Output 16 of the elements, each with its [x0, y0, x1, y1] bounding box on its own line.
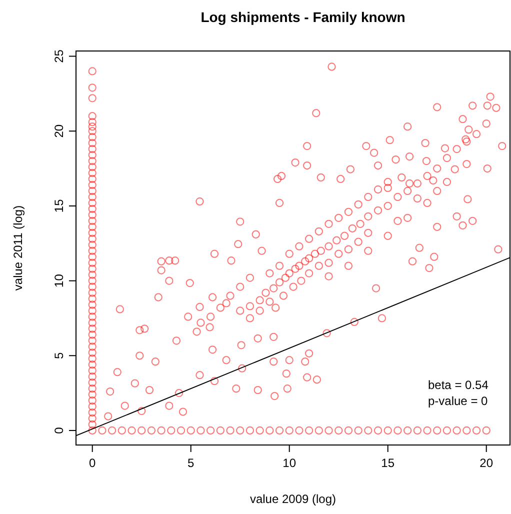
y-tick-label: 15: [52, 198, 66, 213]
y-tick-label: 10: [52, 274, 66, 288]
x-axis-title: value 2009 (log): [250, 492, 336, 506]
x-tick-label: 5: [188, 456, 195, 470]
y-tick-label: 5: [52, 352, 66, 359]
annotation: p-value = 0: [428, 394, 488, 408]
x-tick-label: 20: [480, 456, 494, 470]
x-tick-label: 10: [282, 456, 296, 470]
y-axis-title: value 2011 (log): [11, 205, 25, 291]
annotation: beta = 0.54: [428, 378, 489, 392]
y-tick-label: 25: [52, 49, 66, 63]
y-tick-label: 20: [52, 124, 66, 138]
y-tick-label: 0: [52, 426, 66, 434]
x-tick-label: 0: [89, 456, 96, 470]
x-tick-label: 15: [381, 456, 395, 470]
chart-title: Log shipments - Family known: [200, 9, 406, 25]
